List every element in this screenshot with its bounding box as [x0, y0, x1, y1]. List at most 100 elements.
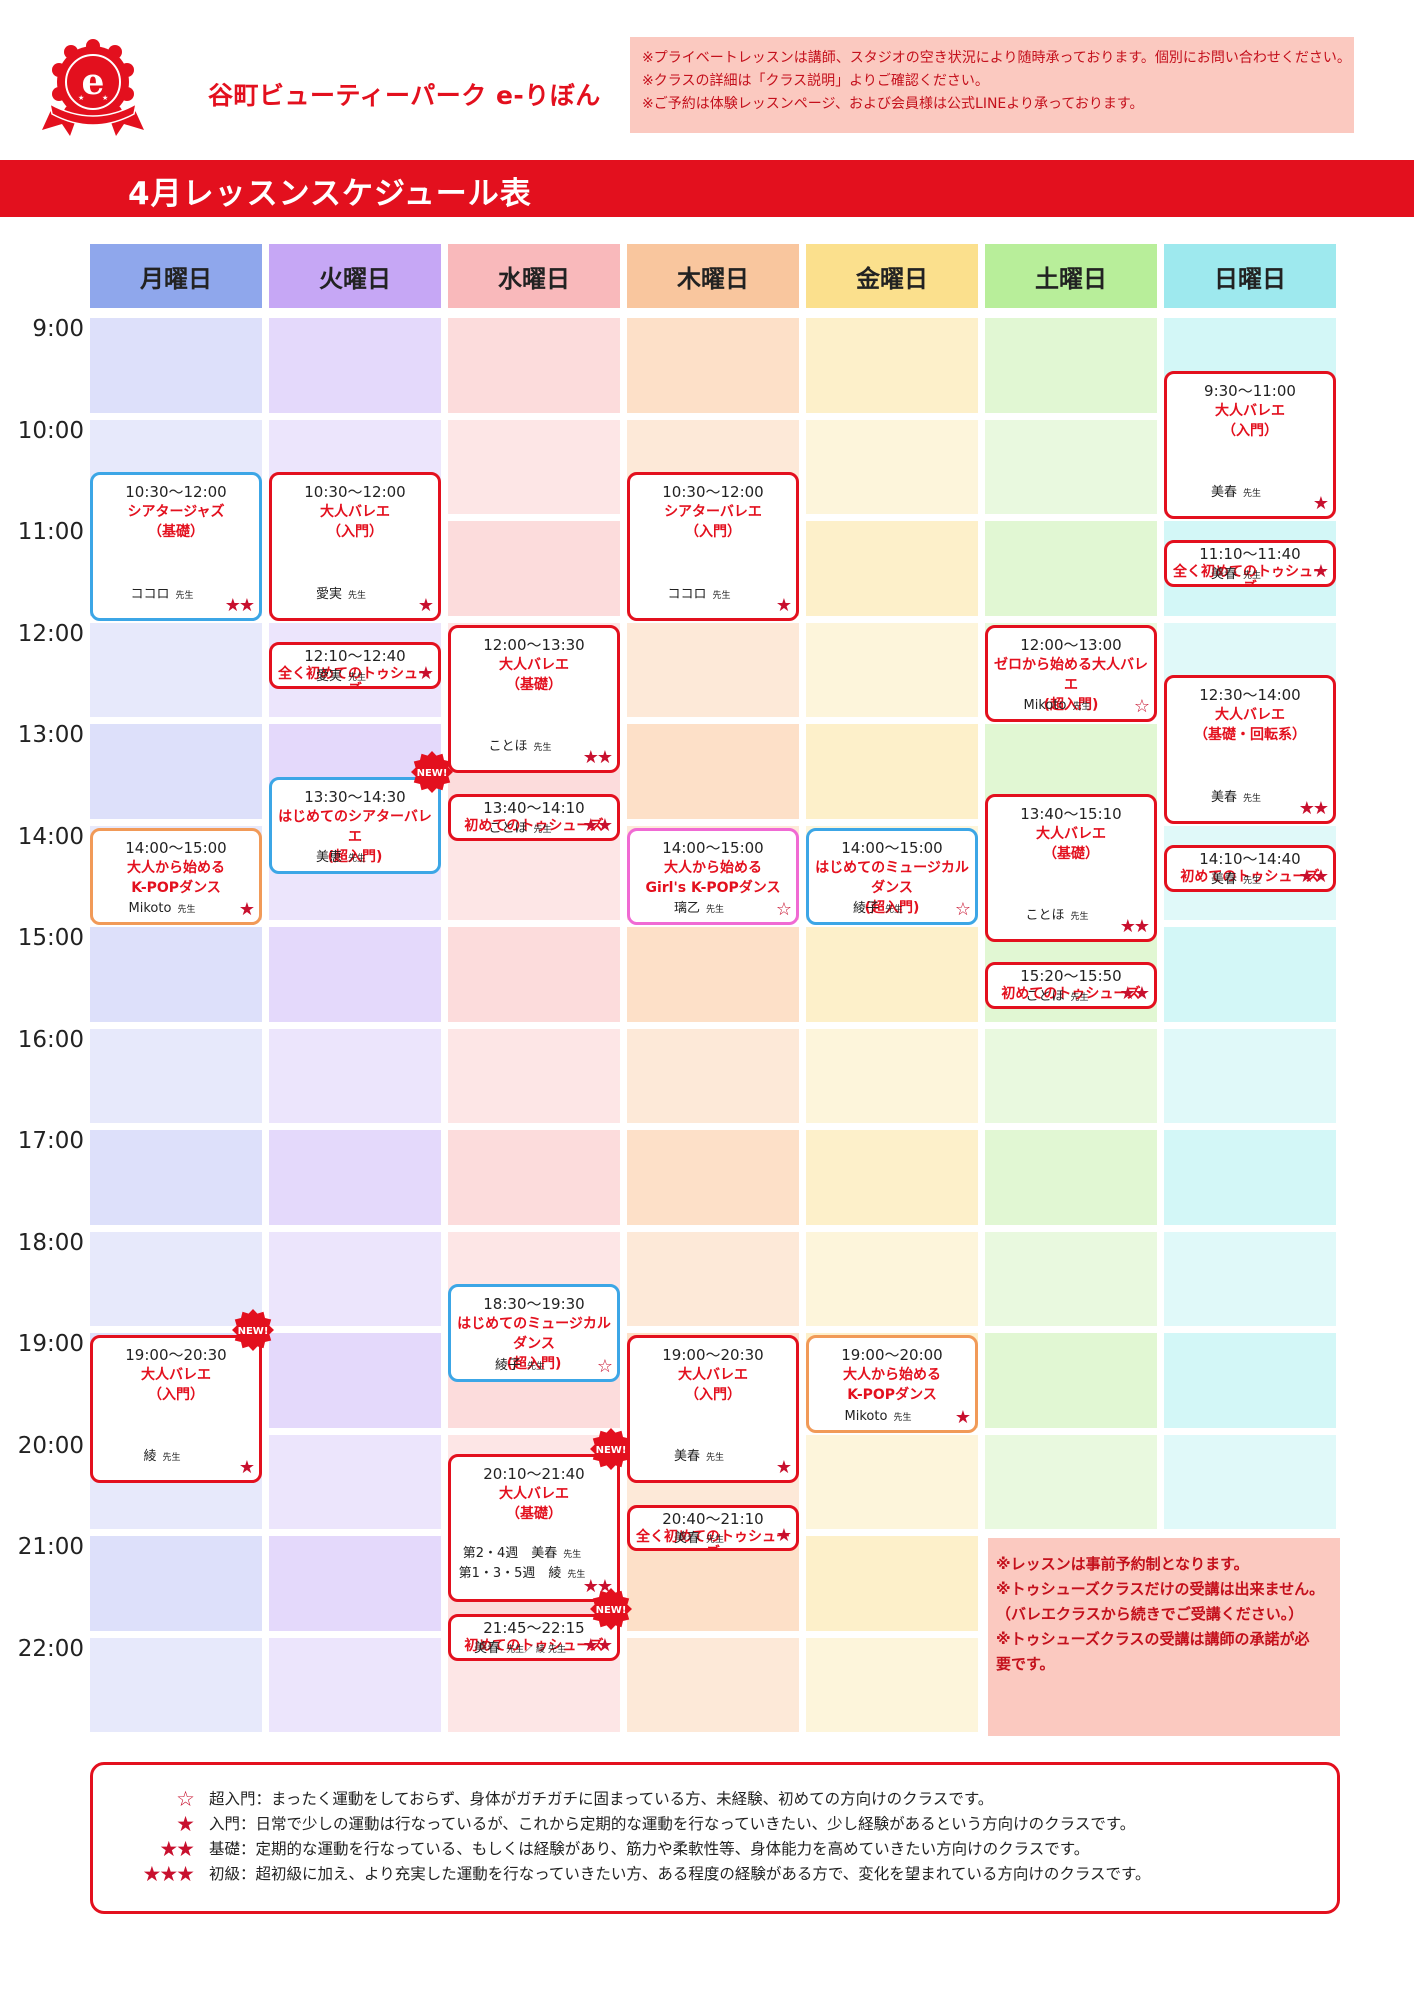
lesson-card[interactable]: 10:30～12:00 大人バレエ （入門） 愛実 先生 ★ — [269, 472, 441, 621]
lesson-time: 14:00～15:00 — [662, 838, 764, 857]
lesson-teacher: ことほ 先生 — [988, 985, 1140, 1004]
lesson-card[interactable]: 12:10～12:40全く初めてのトゥシューズ愛実先生★ — [269, 641, 441, 689]
lesson-name: はじめてのミュージカルダンス — [457, 1316, 611, 1353]
lesson-card[interactable]: 19:00～20:30 大人バレエ （入門）綾先生 ★ — [90, 1335, 262, 1484]
lesson-time: 13:30～14:30 — [304, 787, 406, 806]
teacher-name: 愛実 — [315, 668, 342, 684]
teacher-title: 先生 — [712, 590, 731, 601]
lesson-name: （基礎・回転系） — [1194, 727, 1306, 744]
legend-symbol: ★ — [176, 1812, 195, 1836]
teacher-title: 先生 — [885, 905, 904, 915]
lesson-card[interactable]: 10:30～12:00 シアターバレエ （入門） ココロ 先生 ★ — [627, 472, 799, 621]
level-star-icon: ★ — [1312, 561, 1329, 582]
rule-line: 要です。 — [996, 1655, 1055, 1673]
booking-notice: ※プライベートレッスンは講師、スタジオの空き状況により随時承っております。個別に… — [630, 37, 1354, 133]
lesson-name: K-POPダンス — [847, 1387, 937, 1403]
lesson-teacher: 美春 先生 — [630, 1527, 782, 1546]
lesson-time: 19:00～20:30 — [125, 1346, 227, 1364]
lesson-card[interactable]: 20:10～21:40 大人バレエ （基礎） 第2・4週 美春 先生 第1・3・5週 綾先… — [448, 1453, 620, 1602]
time-slot — [985, 1434, 1157, 1529]
lesson-time: 10:30～12:00 — [125, 483, 227, 502]
lesson-teacher: ことほ 先生 — [451, 735, 603, 754]
level-star-icon: ★★ — [582, 1576, 613, 1597]
teacher-title: 先生 — [1070, 993, 1089, 1004]
lesson-teacher: 綾先生 — [93, 1445, 245, 1464]
teacher-title: 先生 — [1243, 793, 1262, 804]
brand-name: 谷町ビューティーパーク e-りぼん — [208, 81, 601, 110]
teacher-name: ことほ — [1025, 908, 1065, 924]
time-slot — [269, 1333, 441, 1428]
time-label: 18:00 — [17, 1229, 84, 1256]
lesson-card[interactable]: 13:40～14:10 初めてのトゥシューズ ことほ 先生 ★★ — [448, 794, 620, 841]
lesson-card[interactable]: 12:00～13:30 大人バレエ （基礎） ことほ 先生 ★★ — [448, 624, 620, 773]
lesson-name: Girl's K-POPダンス — [645, 879, 781, 896]
lesson-card[interactable]: 14:00～15:00 大人から始める Girl's K-POPダンス 璃乙 先生 ☆ — [627, 827, 799, 925]
lesson-time: 13:40～15:10 — [1020, 805, 1122, 823]
lesson-card[interactable]: 19:00～20:00 大人から始める K-POPダンス Mikoto 先生 ★ — [806, 1335, 978, 1433]
lesson-teacher: 綾子 先生 — [809, 897, 961, 916]
lesson-card[interactable]: 15:20～15:50 初めてのトゥシューズ ことほ 先生 ★★ — [985, 962, 1157, 1010]
lesson-card[interactable]: 18:30～19:30 はじめてのミュージカルダンス (超入門) 綾子 先生 ☆ — [448, 1284, 620, 1382]
time-slot — [269, 1231, 441, 1326]
level-star-icon: ★★ — [224, 594, 255, 616]
lesson-card[interactable]: 14:10～14:40 初めてのトゥシューズ 美春 先生 ★★ — [1164, 844, 1336, 892]
notice-line: ※クラスの詳細は「クラス説明」よりご確認ください。 — [642, 73, 989, 89]
lesson-time: 12:00～13:30 — [483, 635, 585, 654]
lesson-teacher: Mikoto 先生 — [93, 901, 245, 916]
teacher-title: 先生 — [706, 1535, 725, 1546]
new-badge: NEW! — [411, 750, 453, 793]
title-banner — [0, 160, 1414, 217]
teacher-title: 先生 — [348, 672, 367, 683]
time-label: 15:00 — [17, 925, 84, 951]
level-star-icon: ★★ — [582, 814, 613, 836]
lesson-teacher: ことほ 先生 — [451, 817, 603, 836]
time-slot — [1164, 1333, 1336, 1428]
time-slot — [448, 825, 620, 920]
lesson-teacher: 美春 先生 — [1167, 481, 1319, 500]
level-star-icon: ★★ — [1298, 865, 1329, 887]
time-slot — [985, 1130, 1157, 1225]
lesson-card[interactable]: 9:30～11:00 大人バレエ （入門） 美春 先生 ★ — [1164, 370, 1336, 519]
notice-line: ※ご予約は体験レッスンページ、および会員様は公式LINEより承っております。 — [642, 96, 1144, 112]
legend-text: 入門：日常で少しの運動は行なっているが、これから定期的な運動を行なっていきたい、… — [209, 1815, 1136, 1833]
lesson-card[interactable]: 12:30～14:00 大人バレエ （基礎・回転系） 美春 先生 ★★ — [1164, 675, 1336, 824]
lesson-name: （基礎） — [506, 676, 562, 693]
lesson-name: ゼロから始める大人バレエ — [994, 656, 1148, 693]
level-star-icon: ★★ — [1119, 983, 1150, 1005]
lesson-card[interactable]: 14:00～15:00 大人から始める K-POPダンス Mikoto 先生 ★ — [90, 827, 262, 925]
lesson-card[interactable]: 12:00～13:00 ゼロから始める大人バレエ (超入門) Mikoto 先生 ☆ — [985, 624, 1157, 722]
lesson-card[interactable]: 10:30～12:00 シアタージャズ （基礎） ココロ 先生 ★★ — [90, 472, 262, 621]
time-label: 12:00 — [17, 620, 84, 647]
lesson-name: シアタージャズ — [127, 504, 225, 521]
time-label: 14:00 — [17, 823, 84, 850]
legend-row: ★★ 基礎：定期的な運動を行なっている、もしくは経験があり、筋力や柔軟性等、身体… — [93, 1837, 1333, 1861]
lesson-card[interactable]: 13:30～14:30 はじめてのシアターバレエ (超入門) 美恵 先生 — [269, 776, 441, 875]
teacher-name: 美春 — [1210, 567, 1237, 582]
legend-text: 初級：超初級に加え、より充実した運動を行なっていきたい方、ある程度の経験がある方… — [209, 1865, 1151, 1883]
e-ribbon-logo: e ★ ★ — [42, 39, 144, 136]
time-slot — [448, 419, 620, 514]
time-label: 13:00 — [17, 722, 84, 748]
lesson-card[interactable]: 19:00～20:30 大人バレエ （入門） 美春 先生 ★ — [627, 1335, 799, 1484]
time-slot — [269, 318, 441, 413]
lesson-card[interactable]: 21:45～22:15 初めてのトゥシューズ 美春 先生／ 綾 先生 ★★ — [448, 1614, 620, 1661]
teacher-title: 先生 — [162, 1453, 181, 1464]
lesson-card[interactable]: 20:40～21:10全く初めてのトゥシューズ美春先生★ — [627, 1504, 799, 1552]
lesson-card[interactable]: 13:40～15:10 大人バレエ （基礎） ことほ 先生 ★★ — [985, 794, 1157, 943]
time-slot — [985, 318, 1157, 413]
teacher-title: 先生 — [348, 590, 367, 601]
time-slot — [1164, 1434, 1336, 1529]
time-slot — [806, 1231, 978, 1326]
lesson-name: 大人バレエ — [678, 1367, 748, 1383]
lesson-card[interactable]: 14:00～15:00 はじめてのミュージカルダンス (超入門) 綾子 先生 ☆ — [806, 827, 978, 925]
teacher-name: 美春 — [1210, 485, 1237, 500]
time-slot — [90, 318, 262, 413]
lesson-name: 初めてのトゥシューズ — [464, 1638, 604, 1655]
teacher-title: 先生 — [706, 905, 725, 915]
level-star-icon: ★★ — [1298, 797, 1329, 819]
teacher-name: 第2・4週 美春 — [462, 1546, 558, 1561]
time-slot — [985, 1028, 1157, 1123]
lesson-card[interactable]: 11:10～11:40全く初めてのトゥシューズ美春先生★ — [1164, 540, 1336, 587]
legend-row: ☆ 超入門：まったく運動をしておらず、身体がガチガチに固まっている方、未経験、初… — [93, 1787, 1333, 1811]
time-slot — [269, 1028, 441, 1123]
